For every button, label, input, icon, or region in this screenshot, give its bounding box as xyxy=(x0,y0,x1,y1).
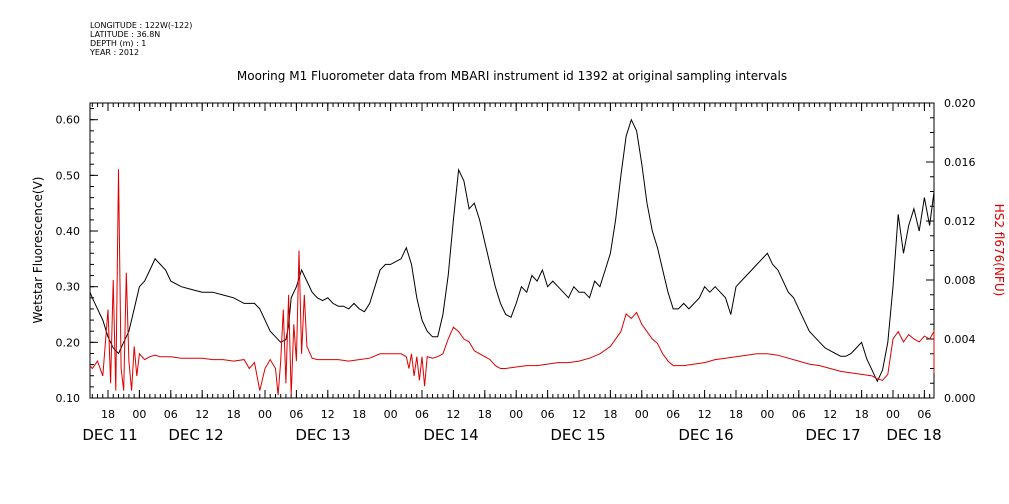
x-tick-label: 00 xyxy=(635,408,649,421)
x-tick-label: 00 xyxy=(132,408,146,421)
y-tick-label-left: 0.20 xyxy=(56,336,81,349)
y-tick-label-right: 0.012 xyxy=(944,215,976,228)
depth-text: DEPTH (m) : 1 xyxy=(90,39,147,48)
y-tick-label-right: 0.000 xyxy=(944,392,976,405)
x-tick-label: 12 xyxy=(698,408,712,421)
x-tick-label: 18 xyxy=(227,408,241,421)
x-day-label: DEC 17 xyxy=(805,426,860,444)
x-tick-label: 00 xyxy=(886,408,900,421)
y-tick-label-right: 0.016 xyxy=(944,156,976,169)
x-tick-label: 18 xyxy=(101,408,115,421)
x-tick-label: 18 xyxy=(352,408,366,421)
x-day-label: DEC 18 xyxy=(886,426,941,444)
x-day-label: DEC 12 xyxy=(168,426,223,444)
x-tick-label: 18 xyxy=(603,408,617,421)
x-tick-label: 12 xyxy=(195,408,209,421)
y-tick-label-left: 0.50 xyxy=(56,169,81,182)
x-tick-label: 00 xyxy=(258,408,272,421)
y-tick-label-left: 0.40 xyxy=(56,225,81,238)
x-tick-label: 18 xyxy=(855,408,869,421)
x-tick-label: 00 xyxy=(760,408,774,421)
x-tick-label: 12 xyxy=(321,408,335,421)
x-tick-label: 06 xyxy=(415,408,429,421)
x-tick-label: 00 xyxy=(509,408,523,421)
series-line-wetstar xyxy=(89,118,935,383)
x-tick-label: 06 xyxy=(666,408,680,421)
x-day-label: DEC 11 xyxy=(82,426,137,444)
y-tick-label-left: 0.30 xyxy=(56,281,81,294)
y-tick-label-right: 0.020 xyxy=(944,97,976,110)
x-day-label: DEC 13 xyxy=(295,426,350,444)
x-day-label: DEC 16 xyxy=(678,426,733,444)
x-tick-label: 06 xyxy=(164,408,178,421)
plot-frame xyxy=(89,102,935,399)
y-tick-label-right: 0.008 xyxy=(944,274,976,287)
y-tick-label-left: 0.60 xyxy=(56,114,81,127)
y-tick-label-left: 0.10 xyxy=(56,392,81,405)
x-tick-label: 06 xyxy=(541,408,555,421)
station-metadata: LONGITUDE : 122W(-122) LATITUDE : 36.8N … xyxy=(90,21,192,57)
x-tick-label: 06 xyxy=(289,408,303,421)
x-tick-label: 12 xyxy=(446,408,460,421)
x-tick-label: 00 xyxy=(384,408,398,421)
x-day-label: DEC 14 xyxy=(423,426,478,444)
x-tick-label: 18 xyxy=(729,408,743,421)
year-text: YEAR : 2012 xyxy=(90,48,140,57)
y-axis-label-right: HS2 fl676(NFU) xyxy=(992,204,1006,297)
x-tick-label: 18 xyxy=(478,408,492,421)
longitude-text: LONGITUDE : 122W(-122) xyxy=(90,21,193,30)
series-line-hs2 xyxy=(89,169,935,396)
x-day-label: DEC 15 xyxy=(550,426,605,444)
chart-title: Mooring M1 Fluorometer data from MBARI i… xyxy=(237,69,787,83)
y-axis-label-left: Wetstar Fluorescence(V) xyxy=(31,177,45,324)
latitude-text: LATITUDE : 36.8N xyxy=(90,30,161,39)
x-tick-label: 06 xyxy=(917,408,931,421)
y-tick-label-right: 0.004 xyxy=(944,333,976,346)
x-tick-label: 12 xyxy=(823,408,837,421)
x-tick-label: 06 xyxy=(792,408,806,421)
x-tick-label: 12 xyxy=(572,408,586,421)
